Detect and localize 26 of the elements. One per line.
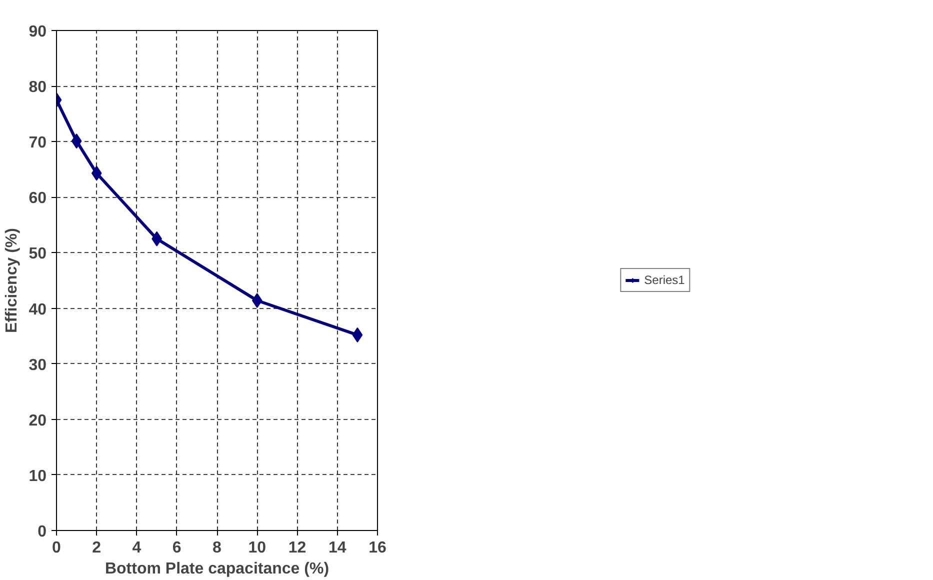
y-tick-label: 20	[28, 412, 47, 430]
x-tick-label: 12	[288, 540, 306, 556]
x-tick-label: 8	[212, 540, 222, 556]
point	[71, 134, 82, 149]
point	[91, 166, 102, 181]
y-tick-label: 50	[28, 246, 47, 263]
y-tick-label: 90	[28, 24, 47, 40]
y-tick-label: 30	[28, 356, 47, 374]
x-tick-label: 6	[172, 540, 182, 556]
x-tick-label: 16	[368, 540, 386, 556]
point	[252, 293, 262, 308]
x-tick-label: 14	[328, 540, 346, 556]
x-tick-label: 2	[92, 540, 102, 556]
y-tick-label: 0	[38, 524, 47, 540]
x-axis-title: Bottom Plate capacitance (%)	[104, 560, 330, 578]
x-tick-label: 4	[132, 540, 142, 556]
y-tick-label: 80	[28, 79, 47, 96]
x-tick-label: 0	[52, 540, 62, 556]
y-tick-label: 40	[28, 301, 47, 318]
x-tick-label: 10	[248, 540, 266, 556]
y-tick-label: 70	[28, 134, 47, 152]
y-axis-title: Efficiency (%)	[4, 228, 21, 333]
point	[352, 327, 363, 342]
legend-label: Series1	[644, 273, 685, 287]
y-tick-label: 10	[28, 468, 47, 485]
y-tick-label: 60	[28, 190, 47, 208]
